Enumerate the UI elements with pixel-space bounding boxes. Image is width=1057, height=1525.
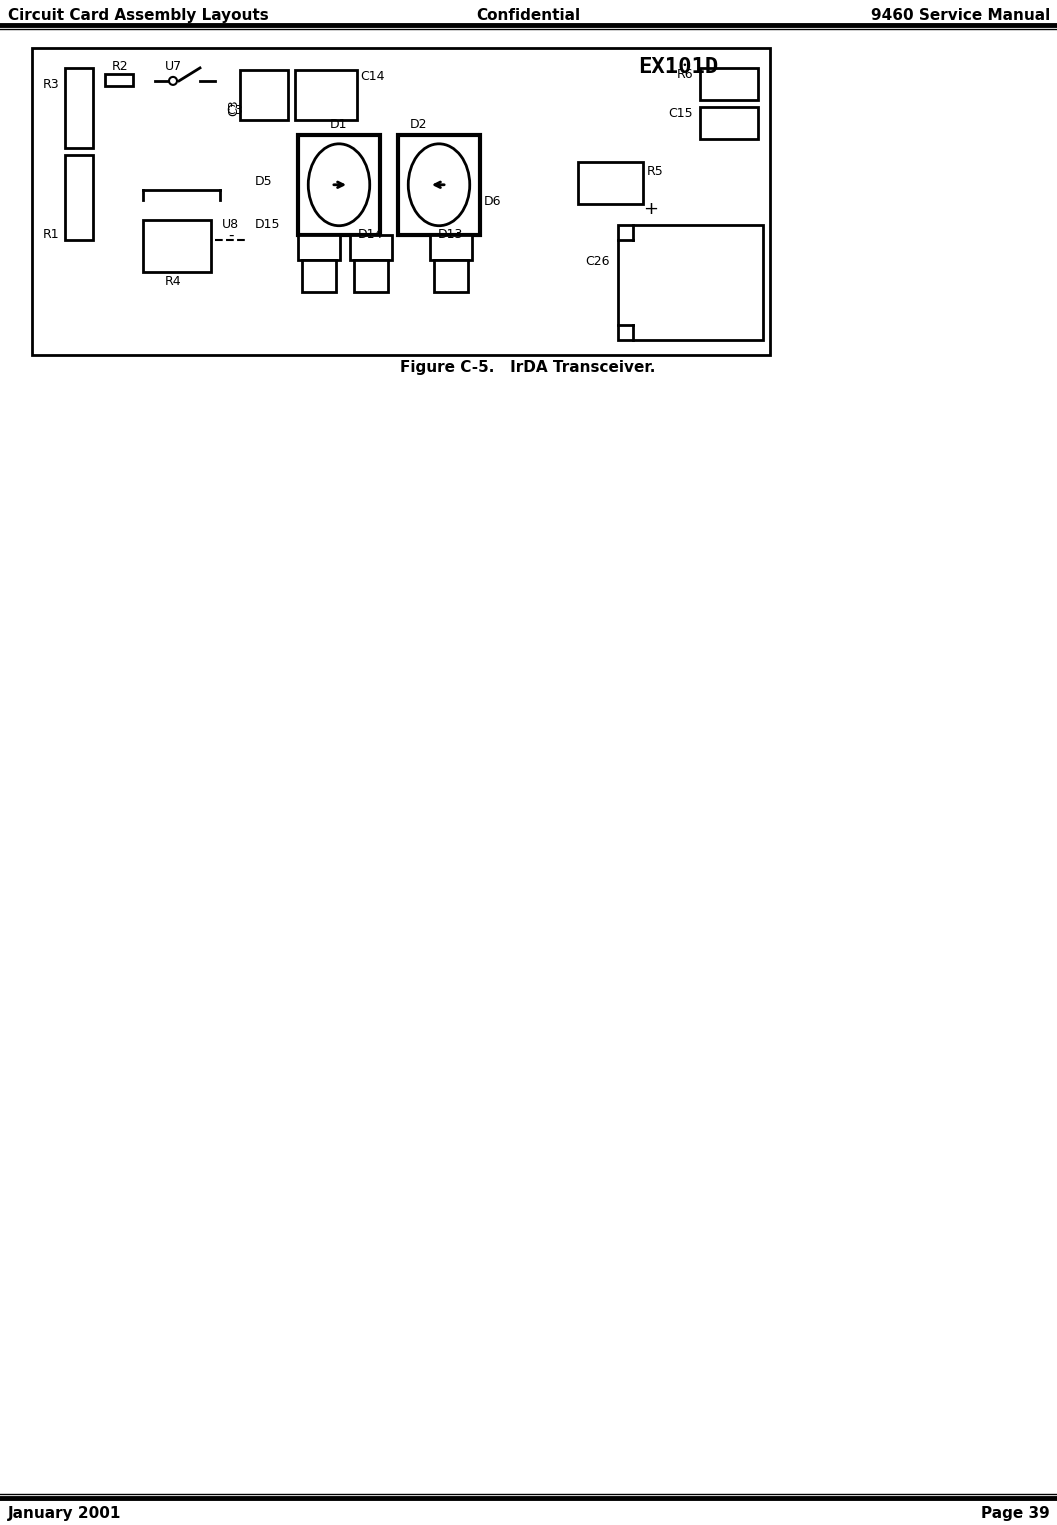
Text: 9460 Service Manual: 9460 Service Manual bbox=[871, 8, 1050, 23]
Text: January 2001: January 2001 bbox=[8, 1507, 122, 1520]
Bar bbox=[64, 69, 93, 148]
Circle shape bbox=[169, 76, 177, 85]
Bar bbox=[434, 259, 468, 291]
Bar bbox=[700, 69, 758, 99]
Text: U7: U7 bbox=[165, 59, 182, 73]
Text: -: - bbox=[228, 227, 234, 242]
Text: C14: C14 bbox=[360, 70, 385, 82]
Text: D14: D14 bbox=[358, 227, 384, 241]
Text: Page 39: Page 39 bbox=[981, 1507, 1050, 1520]
Text: D13: D13 bbox=[438, 227, 463, 241]
Text: Circuit Card Assembly Layouts: Circuit Card Assembly Layouts bbox=[8, 8, 268, 23]
Bar bbox=[298, 134, 381, 235]
Bar bbox=[298, 235, 340, 259]
Text: R5: R5 bbox=[647, 165, 664, 178]
Text: C26: C26 bbox=[586, 255, 610, 268]
Bar bbox=[398, 134, 480, 235]
Bar bbox=[354, 259, 388, 291]
Bar bbox=[143, 220, 211, 271]
Text: D15: D15 bbox=[255, 218, 280, 230]
Bar bbox=[64, 156, 93, 239]
Bar bbox=[302, 259, 336, 291]
Bar bbox=[618, 224, 763, 340]
Bar bbox=[700, 107, 758, 139]
Text: D2: D2 bbox=[410, 117, 427, 131]
Text: C15: C15 bbox=[668, 107, 693, 120]
Text: Figure C-5.   IrDA Transceiver.: Figure C-5. IrDA Transceiver. bbox=[401, 360, 655, 375]
Text: D1: D1 bbox=[330, 117, 348, 131]
Bar bbox=[240, 70, 288, 120]
Bar bbox=[578, 162, 643, 204]
Text: C3: C3 bbox=[226, 104, 243, 117]
Ellipse shape bbox=[309, 143, 370, 226]
Text: R6: R6 bbox=[676, 69, 693, 81]
Text: D6: D6 bbox=[484, 195, 501, 207]
Bar bbox=[295, 70, 357, 120]
Bar bbox=[32, 47, 769, 354]
Text: U8: U8 bbox=[222, 218, 239, 230]
Ellipse shape bbox=[408, 143, 469, 226]
Text: +: + bbox=[643, 200, 659, 218]
Text: R2: R2 bbox=[112, 59, 129, 73]
Text: R1: R1 bbox=[43, 227, 59, 241]
Bar bbox=[430, 235, 472, 259]
Text: R3: R3 bbox=[43, 78, 59, 92]
Text: Confidential: Confidential bbox=[476, 8, 580, 23]
Bar bbox=[105, 73, 133, 85]
Bar bbox=[350, 235, 392, 259]
Text: R4: R4 bbox=[165, 274, 182, 288]
Text: D5: D5 bbox=[255, 175, 273, 188]
Text: EX101D: EX101D bbox=[638, 56, 719, 76]
Text: C3: C3 bbox=[227, 99, 240, 116]
